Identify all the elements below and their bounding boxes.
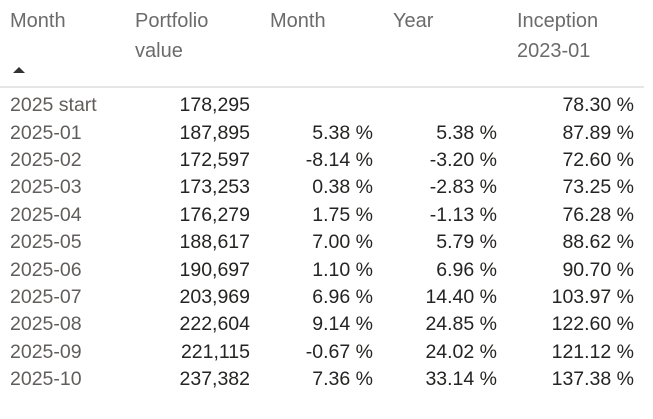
table-cell: 73.25 % [562,176,634,199]
table-row: 2025-05 188,617 7.00 % 5.79 % 88.62 % [0,229,644,256]
row-label: 2025-09 [10,340,82,363]
table-cell: 0.38 % [312,176,373,199]
empty-cell [383,87,507,119]
table-row: 2025-04 176,279 1.75 % -1.13 % 76.28 % [0,202,644,229]
row-label: 2025-06 [10,258,82,281]
sort-arrow [13,67,25,73]
table-row: 2025-02 172,597 -8.14 % -3.20 % 72.60 % [0,147,644,174]
table-cell: -8.14 % [305,148,373,171]
table-cell: 24.85 % [425,313,497,336]
column-header-text: Portfolio value [135,10,209,62]
table-cell: 1.75 % [312,203,373,226]
column-header[interactable]: Month [260,0,383,88]
table-cell: 5.38 % [436,121,497,144]
table-cell: 103.97 % [551,285,634,308]
data-table: Month Portfolio value Month Year Inception 2… [0,0,644,393]
column-header-text: Month [270,10,326,32]
table-cell: 78.30 % [562,94,634,117]
table-cell: 176,279 [179,203,251,226]
row-label: 2025-04 [10,203,82,226]
table-row: 2025-09 221,115 -0.67 % 24.02 % 121.12 % [0,339,644,366]
table-row: 2025-10 237,382 7.36 % 33.14 % 137.38 % [0,366,644,393]
table-cell: 203,969 [179,285,251,308]
column-header-text: Inception 2023-01 [517,10,599,62]
sort-arrow-shape [13,67,25,73]
row-label: 2025-01 [10,121,82,144]
table-row: 2025-07 203,969 6.96 % 14.40 % 103.97 % [0,284,644,311]
table-cell: 7.36 % [312,368,373,391]
table-row: 2025-01 187,895 5.38 % 5.38 % 87.89 % [0,119,644,146]
table-cell: 121.12 % [551,340,634,363]
table-cell: 137.38 % [551,368,634,391]
table-cell: 5.38 % [312,121,373,144]
table-cell: 187,895 [179,121,251,144]
column-header[interactable]: Portfolio value [125,0,260,88]
table-cell: 9.14 % [312,313,373,336]
table-body: 2025 start 178,295 78.30 % 2025-01 187,895 5.… [0,87,644,393]
table-row: 2025-06 190,697 1.10 % 6.96 % 90.70 % [0,256,644,283]
column-header[interactable]: Year [383,0,507,88]
table-cell: 172,597 [179,148,251,171]
table-cell: 6.96 % [436,258,497,281]
column-header-text: Month [10,10,66,32]
table-row: 2025 start 178,295 78.30 % [0,87,644,119]
table-row: 2025-08 222,604 9.14 % 24.85 % 122.60 % [0,311,644,338]
table-cell: 173,253 [179,176,251,199]
table-cell: 221,115 [180,340,250,363]
row-label: 2025-07 [10,285,82,308]
table-cell: 7.00 % [312,231,373,254]
table-cell: 178,295 [179,94,251,117]
table-cell: 90.70 % [562,258,634,281]
header-row: Month Portfolio value Month Year Inception 2… [0,0,644,88]
table-cell: 88.62 % [562,231,634,254]
table-cell: 1.10 % [312,258,373,281]
row-label: 2025-05 [10,231,82,254]
table-cell: -3.20 % [429,148,497,171]
table-cell: 122.60 % [551,313,634,336]
table-cell: 6.96 % [312,285,373,308]
column-header-text: Year [393,10,434,32]
row-label: 2025 start [10,94,97,117]
row-label: 2025-03 [10,176,82,199]
table-cell: 76.28 % [562,203,634,226]
table-cell: 14.40 % [425,285,497,308]
empty-cell [260,87,383,119]
table-cell: 237,382 [179,368,251,391]
row-label: 2025-08 [10,313,82,336]
table-cell: 222,604 [179,313,251,336]
table-cell: 33.14 % [425,368,497,391]
table-cell: -0.67 % [305,340,373,363]
row-label: 2025-02 [10,148,82,171]
column-header[interactable]: Inception 2023-01 [507,0,644,88]
table-cell: -1.13 % [429,203,497,226]
row-label: 2025-10 [10,368,82,391]
column-header[interactable]: Month [0,0,125,88]
table-row: 2025-03 173,253 0.38 % -2.83 % 73.25 % [0,174,644,201]
table-cell: -2.83 % [429,176,497,199]
table-cell: 190,697 [179,258,251,281]
table-cell: 24.02 % [425,340,497,363]
table-cell: 87.89 % [562,121,634,144]
table-cell: 72.60 % [562,148,634,171]
table-cell: 188,617 [179,231,251,254]
table-cell: 5.79 % [436,231,497,254]
